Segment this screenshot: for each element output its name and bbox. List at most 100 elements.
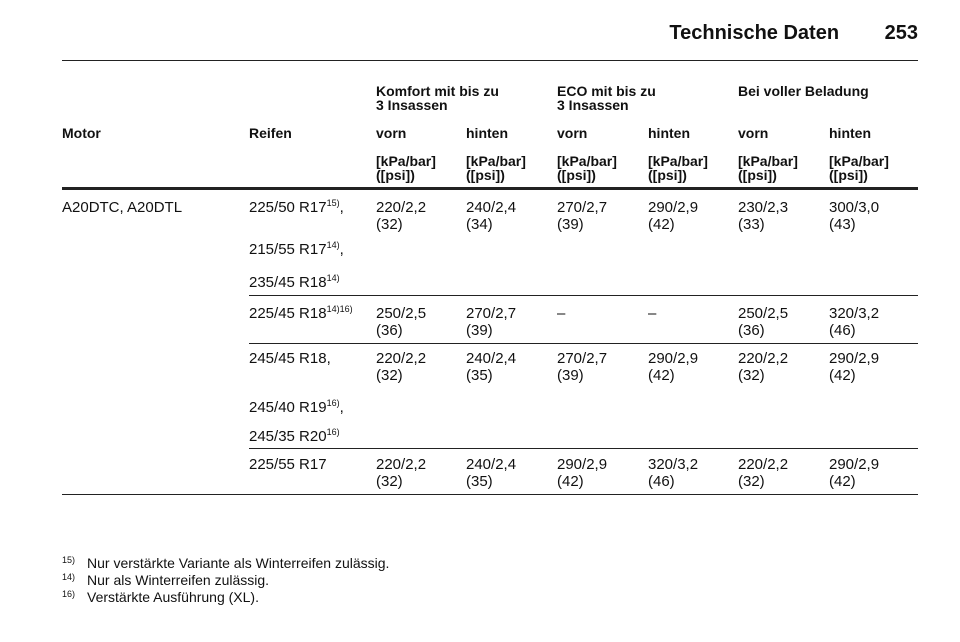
rule <box>62 494 918 495</box>
tire-text: 225/55 R17 <box>249 456 327 473</box>
footnote-ref: 16) <box>326 427 340 437</box>
footnote-mark: 15) <box>62 555 76 565</box>
pressure-value: (34) <box>466 216 493 233</box>
pressure-value: (39) <box>466 322 493 339</box>
pressure-value: – <box>557 305 566 322</box>
unit-header: ([psi]) <box>466 167 505 183</box>
unit-header: ([psi]) <box>557 167 596 183</box>
pressure-value: 270/2,7 <box>557 199 608 216</box>
pressure-value: (42) <box>829 473 856 490</box>
pressure-value: (42) <box>557 473 584 490</box>
pressure-value: (32) <box>738 367 765 384</box>
pressure-value: 240/2,4 <box>466 199 517 216</box>
punctuation: , <box>339 399 344 416</box>
unit-header: ([psi]) <box>376 167 415 183</box>
tire-size: 225/50 R1715), <box>249 198 344 216</box>
footnote-ref: 14)16) <box>326 304 353 314</box>
punctuation: , <box>339 199 344 216</box>
pressure-value: (46) <box>829 322 856 339</box>
pressure-value: 270/2,7 <box>557 350 608 367</box>
rule <box>249 448 918 449</box>
unit-header: [kPa/bar] <box>648 153 708 169</box>
punctuation: , <box>339 241 344 258</box>
pressure-value: (39) <box>557 367 584 384</box>
footnote-mark: 16) <box>62 589 76 599</box>
tire-text: 215/55 R17 <box>249 241 327 258</box>
pressure-value: 290/2,9 <box>648 199 699 216</box>
tire-size: 245/35 R2016) <box>249 427 340 445</box>
group-header: 3 Insassen <box>376 97 448 113</box>
pressure-value: – <box>648 305 657 322</box>
pressure-value: 320/3,2 <box>829 305 880 322</box>
column-header: Motor <box>62 125 101 141</box>
unit-header: [kPa/bar] <box>557 153 617 169</box>
unit-header: ([psi]) <box>829 167 868 183</box>
pressure-value: 220/2,2 <box>738 456 789 473</box>
pressure-value: (42) <box>829 367 856 384</box>
tire-text: 235/45 R18 <box>249 274 327 291</box>
tire-size: 225/45 R1814)16) <box>249 304 353 322</box>
pressure-value: 220/2,2 <box>738 350 789 367</box>
footnote-text: Nur verstärkte Variante als Winterreifen… <box>87 555 390 571</box>
pressure-value: (32) <box>376 473 403 490</box>
pressure-value: 250/2,5 <box>738 305 789 322</box>
unit-header: ([psi]) <box>648 167 687 183</box>
pressure-value: (46) <box>648 473 675 490</box>
rule <box>62 60 918 61</box>
pressure-value: (39) <box>557 216 584 233</box>
pressure-value: 320/3,2 <box>648 456 699 473</box>
header-title: Technische Daten <box>669 22 840 44</box>
pressure-value: (42) <box>648 216 675 233</box>
group-header: Komfort mit bis zu <box>376 83 499 99</box>
pressure-value: 230/2,3 <box>738 199 789 216</box>
footnote-text: Nur als Winterreifen zulässig. <box>87 572 270 588</box>
group-header: Bei voller Beladung <box>738 83 869 99</box>
column-header: hinten <box>648 125 690 141</box>
tire-text: 245/40 R19 <box>249 399 327 416</box>
pressure-value: 270/2,7 <box>466 305 517 322</box>
pressure-value: 220/2,2 <box>376 199 427 216</box>
pressure-value: 220/2,2 <box>376 350 427 367</box>
group-header: 3 Insassen <box>557 97 629 113</box>
pressure-value: (32) <box>376 216 403 233</box>
tire-text: 225/50 R17 <box>249 199 327 216</box>
pressure-value: 300/3,0 <box>829 199 880 216</box>
tire-size: 235/45 R1814) <box>249 274 340 291</box>
pressure-value: 220/2,2 <box>376 456 427 473</box>
pressure-value: 250/2,5 <box>376 305 427 322</box>
tire-size: 225/55 R17 <box>249 457 327 473</box>
rule <box>249 295 918 296</box>
column-header: vorn <box>557 125 588 141</box>
unit-header: ([psi]) <box>738 167 777 183</box>
motor: A20DTC, A20DTL <box>62 199 183 216</box>
tire-size: 245/45 R18, <box>249 351 331 367</box>
page-number: 253 <box>884 22 918 44</box>
footnote-ref: 15) <box>326 198 340 208</box>
column-header: hinten <box>466 125 508 141</box>
pressure-value: (35) <box>466 473 493 490</box>
tire-size: 215/55 R1714), <box>249 240 344 258</box>
tire-text: 245/35 R20 <box>249 428 327 445</box>
page-header: Technische Daten 253 <box>669 22 918 44</box>
rule <box>62 187 918 190</box>
footnote-mark: 14) <box>62 572 76 582</box>
pressure-value: (32) <box>738 473 765 490</box>
unit-header: [kPa/bar] <box>829 153 889 169</box>
pressure-value: 290/2,9 <box>648 350 699 367</box>
pressure-value: (36) <box>376 322 403 339</box>
footnote-ref: 16) <box>326 398 340 408</box>
tire-size: 245/40 R1916), <box>249 398 344 416</box>
pressure-value: 240/2,4 <box>466 350 517 367</box>
footnote-text: Verstärkte Ausführung (XL). <box>87 589 259 605</box>
pressure-value: 290/2,9 <box>829 456 880 473</box>
column-header: Reifen <box>249 125 292 141</box>
pressure-value: 290/2,9 <box>557 456 608 473</box>
pressure-value: (42) <box>648 367 675 384</box>
unit-header: [kPa/bar] <box>738 153 798 169</box>
column-header: vorn <box>376 125 407 141</box>
unit-header: [kPa/bar] <box>376 153 436 169</box>
footnote-ref: 14) <box>326 240 340 250</box>
column-header: hinten <box>829 125 871 141</box>
pressure-value: (43) <box>829 216 856 233</box>
